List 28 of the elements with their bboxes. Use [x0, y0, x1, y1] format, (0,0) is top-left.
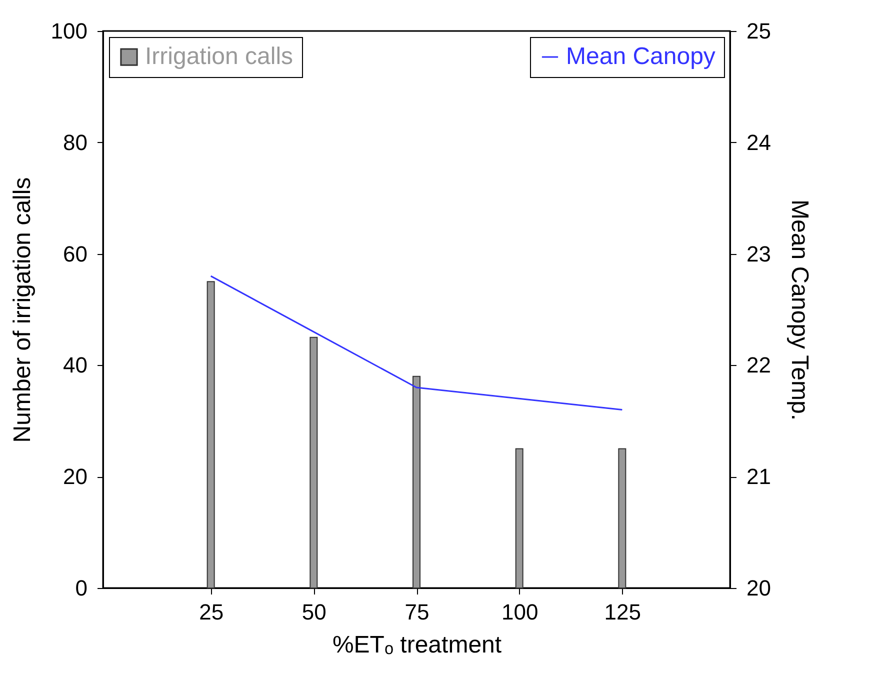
bar: [206, 281, 215, 588]
x-tick-label: 75: [404, 600, 430, 624]
y-tick-label: 40: [63, 352, 88, 378]
y-tick-label: 20: [63, 464, 88, 490]
y-axis-title: Number of irrigation calls: [8, 177, 36, 443]
x-tick-label: 125: [604, 600, 642, 624]
y-tick-label: 100: [50, 18, 88, 44]
legend-label: Mean Canopy: [566, 43, 716, 70]
y-tick-label: 60: [63, 241, 88, 266]
y2-axis-title: Mean Canopy Temp.: [786, 199, 813, 421]
y2-tick-label: 23: [746, 241, 771, 266]
x-tick-label: 50: [302, 600, 326, 624]
x-axis-title: %ETₒ treatment: [332, 632, 502, 658]
line-series: [210, 275, 623, 411]
x-tick-label: 100: [501, 600, 538, 624]
y2-tick-label: 24: [746, 130, 771, 155]
y2-tick-label: 20: [746, 576, 771, 600]
y2-tick-label: 22: [746, 352, 771, 378]
bar: [310, 336, 318, 588]
y2-tick-label: 21: [746, 464, 771, 490]
y-tick-label: 80: [63, 130, 88, 155]
y-tick-label: 0: [75, 576, 88, 600]
bar: [618, 448, 626, 588]
legend-label: Irrigation calls: [145, 43, 294, 70]
bar: [412, 376, 420, 588]
y2-tick-label: 25: [746, 18, 771, 44]
bar: [515, 448, 524, 588]
x-tick-label: 25: [199, 600, 224, 624]
